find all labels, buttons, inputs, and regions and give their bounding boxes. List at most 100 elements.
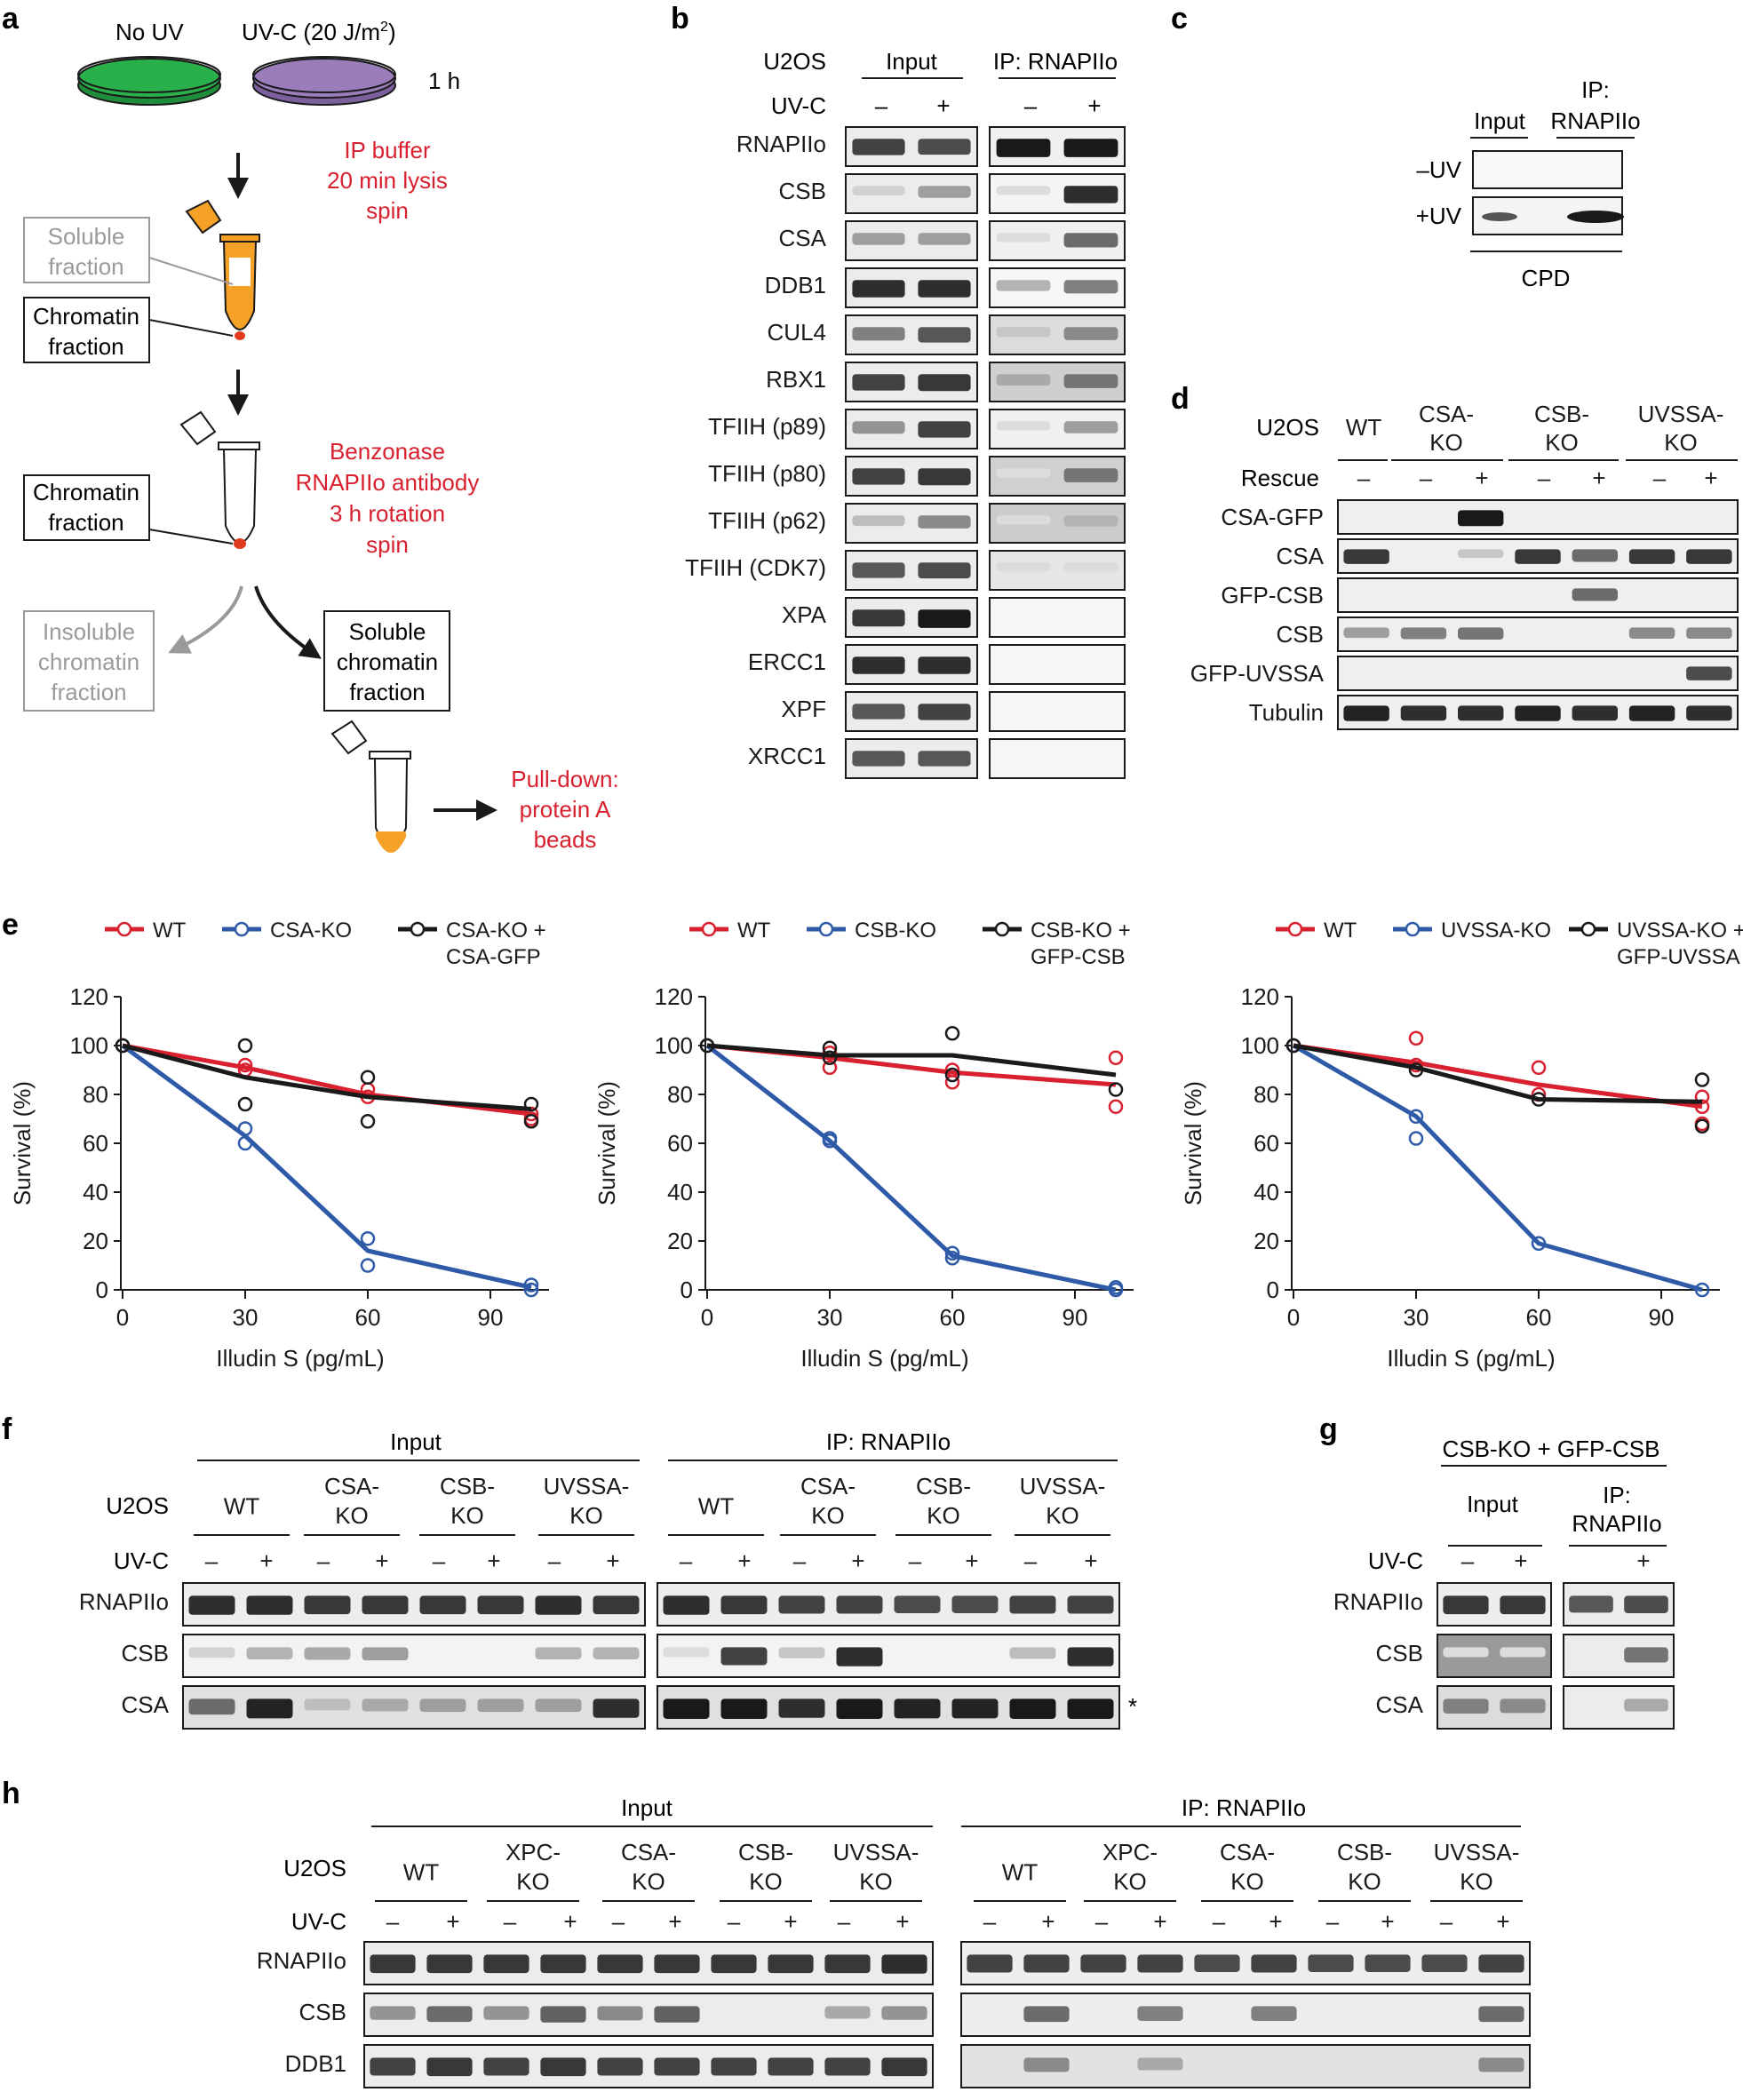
band [419,1698,466,1713]
band [881,1954,927,1974]
sign: + [1381,1908,1394,1935]
sign: – [1213,1908,1226,1935]
cell-line-label: U2OS [283,1855,346,1881]
group-label: KO [1460,1868,1493,1895]
row-label: DDB1 [285,2050,346,2077]
band [1063,186,1118,203]
data-point [360,1231,376,1246]
band [1686,627,1732,640]
sign: – [205,1547,219,1574]
band [918,704,971,720]
sign: – [1095,1908,1109,1935]
band [1569,1595,1613,1613]
tube-icon [330,720,411,853]
legend-text: CSB-KO [855,919,936,943]
legend-text: GFP-UVSSA [1617,945,1740,969]
data-point [1108,1282,1124,1298]
chromatin2-pointer [148,529,234,545]
band [1063,562,1118,572]
group-label: XPC- [1102,1839,1158,1865]
sign: + [965,1547,978,1574]
legend-label: CSA-KO [270,919,352,943]
row-label: CSB [1376,1640,1423,1666]
uvc-label: UV-C [291,1908,346,1935]
legend-marker [234,921,250,937]
band [304,1647,351,1660]
x-tick-label: 90 [1063,1304,1088,1331]
band [362,1595,409,1615]
svg-text:beads: beads [534,826,597,853]
data-point [523,1114,539,1129]
sign: – [1357,465,1371,491]
row-label: CSB [1277,621,1324,648]
group-label: KO [1230,1868,1264,1895]
data-point [523,1282,539,1298]
y-tick-label: 80 [1254,1081,1279,1108]
x-tick-label: 0 [701,1304,713,1331]
band [1624,1698,1668,1712]
panel-a-label: a [2,2,20,36]
band [593,1647,640,1659]
y-tick-label: 100 [1241,1032,1279,1059]
legend-label: WT [1324,919,1357,943]
band [597,2006,643,2021]
legend-label: CSA-KO + CSA-GFP [446,919,546,969]
data-point [944,1251,960,1266]
data-point [944,1067,960,1083]
band [1628,549,1675,564]
group-label: WT [403,1859,440,1886]
group-label: WT [224,1493,260,1520]
panel-e-label: e [2,908,19,942]
band [1063,139,1118,157]
y-tick-label: 120 [655,983,693,1010]
uvc-label: UV-C [1368,1547,1423,1574]
sign: – [504,1908,517,1935]
legend-text: CSB-KO + [1031,919,1131,943]
band [1080,1954,1126,1973]
row-label: XRCC1 [748,743,826,769]
y-tick-label: 20 [667,1228,693,1254]
y-tick-label: 80 [667,1081,693,1108]
row-label: CSB [122,1640,169,1666]
group-label: KO [859,1868,893,1895]
band [597,1954,643,1974]
input-header: Input [886,48,938,75]
band [1063,280,1118,294]
row-label: TFIIH (p80) [708,460,826,487]
band [1343,627,1389,639]
band [778,1647,825,1659]
row-label: TFIIH (p89) [708,413,826,440]
band [1478,2006,1524,2023]
group-label: WT [698,1493,735,1520]
band [1624,1647,1668,1663]
band [996,515,1051,525]
group-label: UVSSA- [833,1839,919,1865]
sign: – [680,1547,693,1574]
band [824,2006,871,2019]
band [540,2006,586,2023]
data-point [822,1060,838,1075]
sign: + [1704,465,1717,491]
band [852,468,905,485]
data-point [1285,1038,1301,1054]
sign: + [1636,1547,1650,1574]
band [483,2006,529,2020]
pulldown-text: Pull-down: protein A beads [511,766,618,853]
row-label: RNAPIIo [736,131,826,157]
tube-icon [179,410,260,549]
uvc-label: UV-C [771,92,826,119]
band [918,751,971,767]
tube-icon [185,199,260,340]
band [852,280,905,298]
group-label: CSA- [621,1839,676,1865]
sign: + [668,1908,681,1935]
blot-lane-box [1337,499,1739,535]
band [304,1698,351,1711]
band [535,1647,582,1659]
band [1251,2006,1297,2021]
sign: + [1153,1908,1166,1935]
data-point [237,1121,253,1136]
series-line [1293,1043,1703,1104]
data-point [822,1040,838,1055]
svg-text:fraction: fraction [51,679,126,705]
